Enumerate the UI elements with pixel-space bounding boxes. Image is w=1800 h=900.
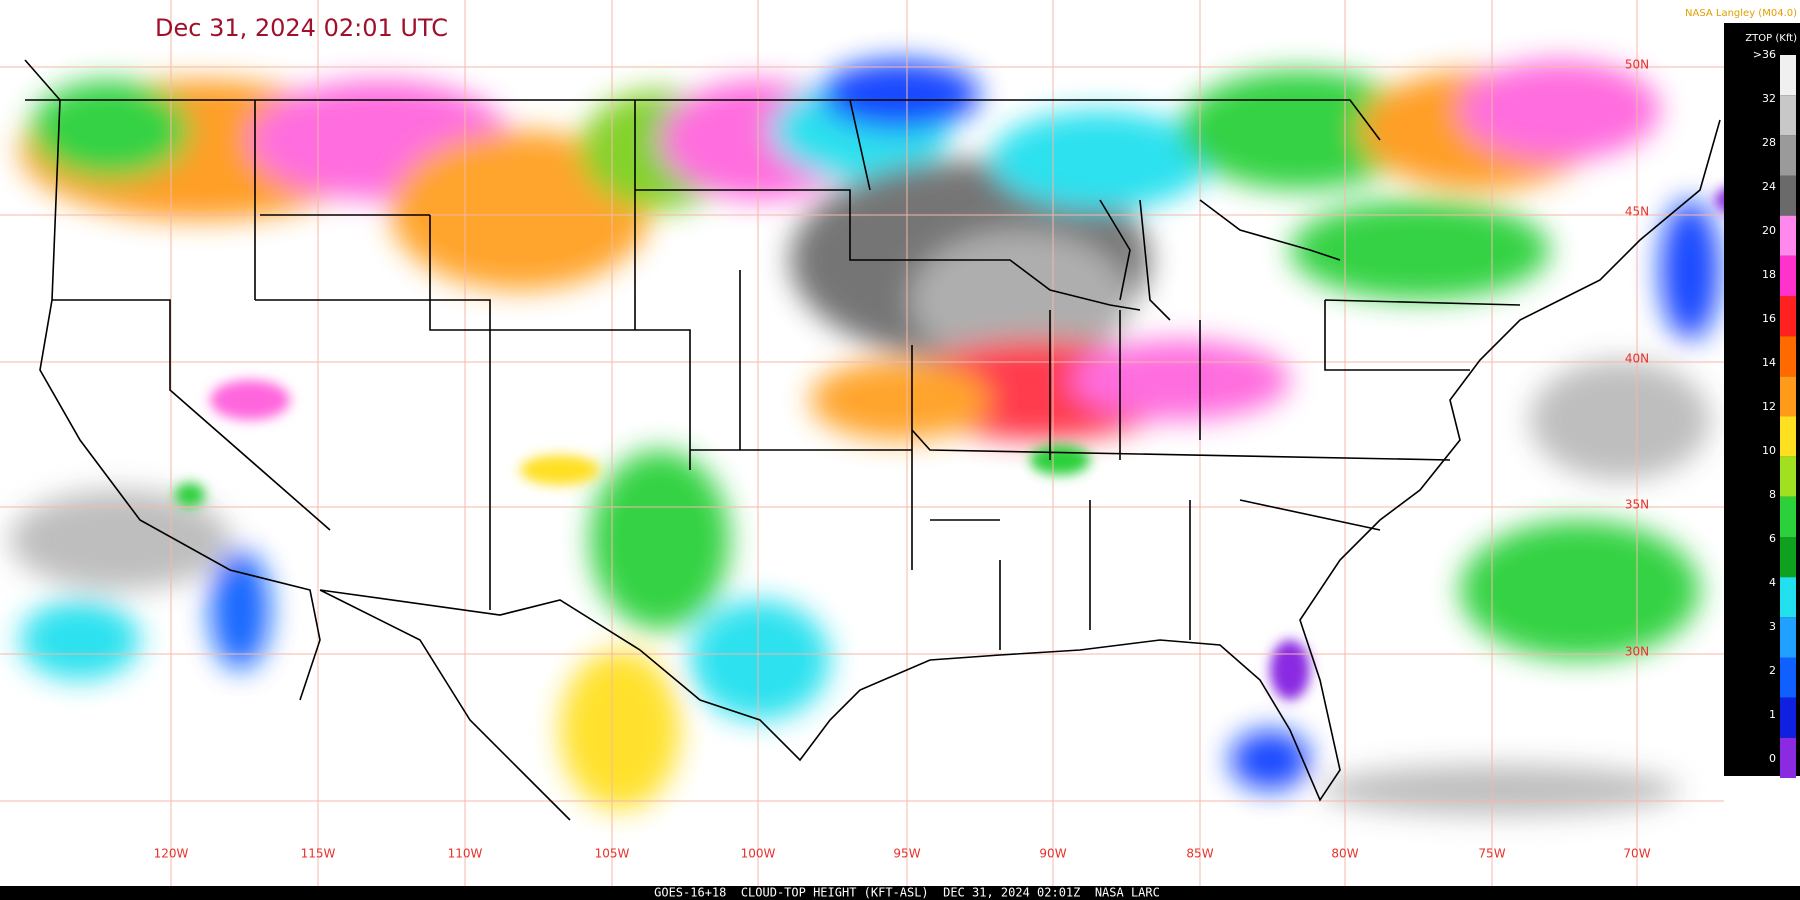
longitude-labels: 120W 115W 110W 105W 100W 95W 90W 85W 80W 75W 70W — [154, 847, 1651, 861]
legend-title: ZTOP (Kft) — [1745, 33, 1797, 44]
colorbar-label: 8 — [1769, 488, 1776, 501]
timestamp-title: Dec 31, 2024 02:01 UTC — [155, 14, 448, 42]
colorbar-swatch — [1780, 95, 1796, 136]
longitude-label: 100W — [741, 847, 776, 861]
latitude-label: 30N — [1625, 645, 1649, 659]
footer-bar — [0, 886, 1800, 900]
borders — [24, 59, 1721, 821]
cloud-layer — [10, 60, 1720, 815]
colorbar-swatch — [1780, 737, 1796, 778]
longitude-label: 80W — [1331, 847, 1358, 861]
colorbar-swatch — [1780, 175, 1796, 216]
footer-caption: GOES-16+18 CLOUD-TOP HEIGHT (KFT-ASL) DE… — [654, 886, 1160, 900]
colorbar-swatch — [1780, 336, 1796, 377]
colorbar-swatch — [1780, 255, 1796, 296]
colorbar-swatch — [1780, 577, 1796, 618]
colorbar-label: 2 — [1769, 664, 1776, 677]
latitude-label: 35N — [1625, 498, 1649, 512]
colorbar-swatch — [1780, 376, 1796, 417]
colorbar-swatch — [1780, 135, 1796, 176]
colorbar-swatch — [1780, 416, 1796, 457]
latitude-label: 40N — [1625, 352, 1649, 366]
colorbar-swatch — [1780, 215, 1796, 256]
colorbar-label: 4 — [1769, 576, 1776, 589]
colorbar-label: 18 — [1762, 268, 1776, 281]
colorbar-swatch — [1780, 55, 1796, 96]
colorbar-label: 14 — [1762, 356, 1776, 369]
colorbar-swatch — [1780, 537, 1796, 578]
latitude-label: 50N — [1625, 58, 1649, 72]
longitude-label: 105W — [595, 847, 630, 861]
source-label: NASA Langley (M04.0) — [1685, 8, 1797, 19]
colorbar-label: 6 — [1769, 532, 1776, 545]
longitude-label: 75W — [1478, 847, 1505, 861]
longitude-label: 90W — [1039, 847, 1066, 861]
colorbar-label: 24 — [1762, 180, 1776, 193]
longitude-label: 95W — [893, 847, 920, 861]
colorbar-label: 1 — [1769, 708, 1776, 721]
colorbar-label: 12 — [1762, 400, 1776, 413]
colorbar-label: 32 — [1762, 92, 1776, 105]
colorbar-label: 28 — [1762, 136, 1776, 149]
longitude-label: 70W — [1623, 847, 1650, 861]
colorbar-swatch — [1780, 697, 1796, 738]
colorbar-label: 16 — [1762, 312, 1776, 325]
graticule — [0, 0, 1724, 886]
colorbar-label: 0 — [1769, 752, 1776, 765]
latitude-label: 45N — [1625, 205, 1649, 219]
colorbar-swatch — [1780, 296, 1796, 337]
colorbar-swatch — [1780, 617, 1796, 658]
colorbar-label: 20 — [1762, 224, 1776, 237]
colorbar-swatch — [1780, 456, 1796, 497]
longitude-label: 115W — [301, 847, 336, 861]
colorbar-label: 10 — [1762, 444, 1776, 457]
colorbar-label: 3 — [1769, 620, 1776, 633]
longitude-label: 110W — [448, 847, 483, 861]
colorbar-swatch — [1780, 657, 1796, 698]
longitude-label: 85W — [1186, 847, 1213, 861]
colorbar-swatch — [1780, 496, 1796, 537]
latitude-labels: 50N 45N 40N 35N 30N — [1625, 58, 1649, 659]
colorbar-label: >36 — [1753, 48, 1776, 61]
longitude-label: 120W — [154, 847, 189, 861]
